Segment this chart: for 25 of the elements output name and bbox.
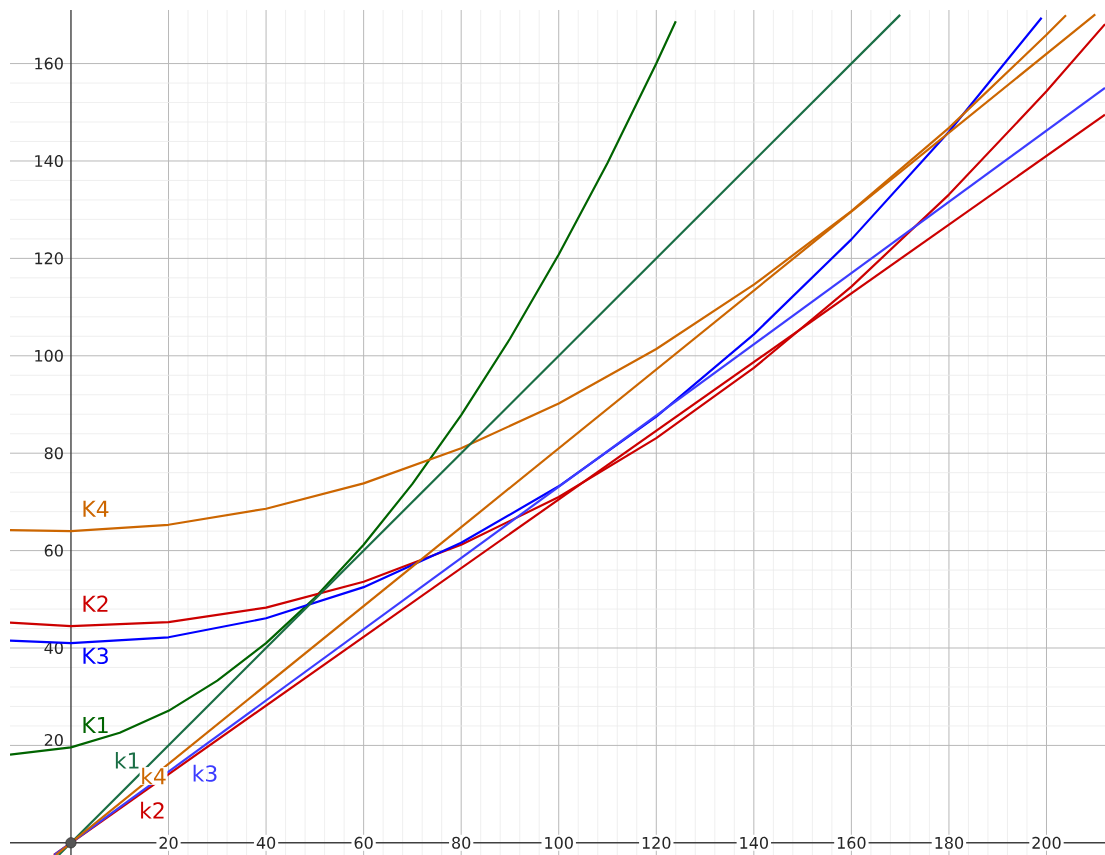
- y-tick-label: 140: [35, 154, 63, 167]
- x-tick-label: 100: [545, 836, 573, 849]
- y-tick-label: 20: [44, 734, 63, 747]
- y-tick-label: 80: [44, 447, 63, 460]
- series-label: k3: [193, 764, 217, 782]
- x-tick-label: 120: [642, 836, 671, 849]
- x-tick-label: 200: [1032, 836, 1061, 849]
- series-label: K3: [83, 647, 108, 665]
- x-tick-label: 40: [256, 836, 276, 849]
- x-tick-label: 140: [740, 836, 768, 849]
- x-tick-label: 160: [837, 836, 866, 849]
- series-label: K2: [83, 595, 108, 612]
- y-tick-label: 100: [35, 349, 63, 362]
- y-tick-label: 160: [35, 57, 63, 70]
- x-tick-label: 20: [159, 836, 178, 849]
- series-label: k2: [141, 801, 164, 819]
- y-tick-label: 60: [44, 544, 63, 557]
- series-label: k4: [142, 767, 166, 785]
- x-tick-label: 180: [935, 836, 964, 849]
- series-label: K1: [83, 717, 108, 734]
- series-label: K4: [83, 500, 109, 517]
- y-tick-label: 120: [35, 252, 63, 265]
- series-label: k1: [115, 751, 139, 769]
- x-tick-label: 80: [452, 836, 471, 849]
- x-tick-label: 60: [354, 836, 373, 849]
